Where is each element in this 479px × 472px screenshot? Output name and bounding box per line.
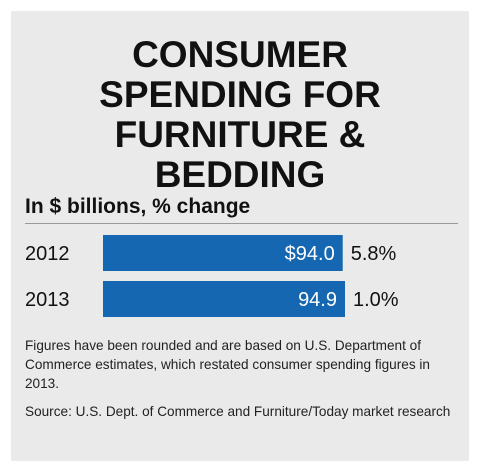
title-line: FURNITURE & (114, 114, 366, 155)
title-line: BEDDING (154, 154, 326, 195)
footnote: Figures have been rounded and are based … (25, 338, 430, 391)
pct-change-label: 1.0% (353, 289, 399, 311)
chart-title: CONSUMER SPENDING FOR FURNITURE & BEDDIN… (11, 35, 469, 195)
infographic-card: CONSUMER SPENDING FOR FURNITURE & BEDDIN… (11, 11, 469, 461)
source-note: Source: U.S. Dept. of Commerce and Furni… (25, 404, 451, 419)
category-label: 2012 (25, 243, 70, 265)
bar-value-label: $94.0 (285, 243, 335, 265)
category-label: 2013 (25, 289, 70, 311)
bar (103, 235, 343, 271)
bar-chart: 2012 $94.0 5.8% 2013 94.9 1.0% (25, 235, 399, 317)
title-line: CONSUMER (132, 34, 348, 75)
chart-subtitle: In $ billions, % change (25, 195, 251, 218)
divider (25, 223, 458, 224)
bar (103, 281, 345, 317)
title-line: SPENDING FOR (99, 74, 381, 115)
pct-change-label: 5.8% (351, 243, 397, 265)
bar-value-label: 94.9 (298, 289, 337, 311)
